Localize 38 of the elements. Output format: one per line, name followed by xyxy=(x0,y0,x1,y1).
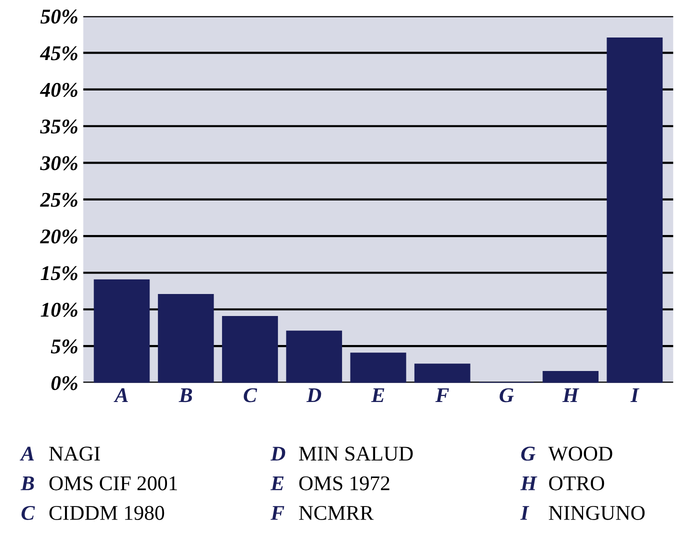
category-label: B xyxy=(20,476,34,490)
category-label: F xyxy=(270,506,284,520)
text: CIDDM 1980 xyxy=(49,506,164,520)
text: MIN SALUD xyxy=(299,446,413,461)
text: OMS CIF 2001 xyxy=(49,476,177,490)
x-tick-label: C xyxy=(244,388,258,402)
category-label: I xyxy=(520,506,530,520)
text: OMS 1972 xyxy=(299,476,390,490)
y-tick-label: 10% xyxy=(40,302,78,317)
text: NCMRR xyxy=(299,506,374,520)
y-tick-label: 5% xyxy=(50,339,78,354)
y-tick-label: 25% xyxy=(40,192,78,207)
y-tick-label: 20% xyxy=(40,229,78,244)
y-tick-label: 30% xyxy=(40,156,78,170)
x-tick-label: I xyxy=(630,388,640,402)
text: NINGUNO xyxy=(548,506,645,520)
category-label: C xyxy=(22,506,35,520)
x-tick-label: D xyxy=(306,388,322,402)
y-tick-label: 0% xyxy=(51,376,78,390)
category-label: H xyxy=(520,476,538,490)
y-tick-label: 50% xyxy=(40,10,78,24)
text: NAGI xyxy=(49,446,100,461)
category-label: E xyxy=(270,476,284,490)
x-tick-label: B xyxy=(178,388,192,402)
x-tick-label: F xyxy=(435,388,449,402)
y-tick-label: 40% xyxy=(40,82,78,97)
y-tick-label: 15% xyxy=(40,266,78,280)
y-tick-label: 35% xyxy=(40,120,78,134)
y-tick-label: 45% xyxy=(40,46,78,60)
x-tick-label: H xyxy=(562,388,580,402)
x-tick-label: G xyxy=(500,388,514,402)
x-tick-label: E xyxy=(371,388,384,402)
x-tick-label: A xyxy=(114,388,128,402)
category-label: G xyxy=(521,446,536,461)
category-label: A xyxy=(20,446,34,460)
text: WOOD xyxy=(548,446,612,461)
category-label: D xyxy=(270,446,286,461)
text: OTRO xyxy=(549,476,604,490)
